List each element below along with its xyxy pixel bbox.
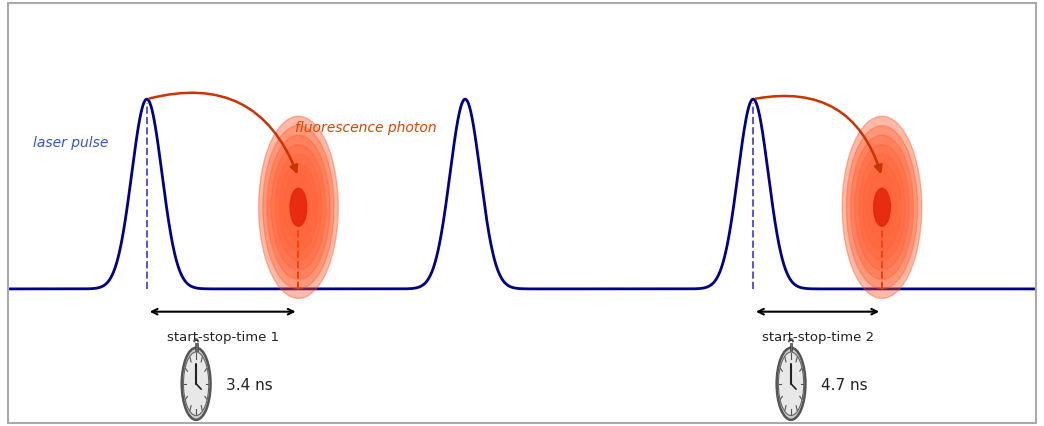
Text: 4.7 ns: 4.7 ns: [822, 378, 868, 393]
FancyArrowPatch shape: [149, 93, 298, 172]
Text: laser pulse: laser pulse: [33, 136, 109, 150]
Text: 3.4 ns: 3.4 ns: [227, 378, 274, 393]
Ellipse shape: [271, 145, 326, 270]
Ellipse shape: [843, 116, 922, 298]
Ellipse shape: [290, 188, 307, 226]
Ellipse shape: [267, 135, 330, 279]
Ellipse shape: [851, 135, 914, 279]
Ellipse shape: [855, 145, 909, 270]
Bar: [789, 343, 792, 351]
FancyArrowPatch shape: [756, 96, 881, 172]
Ellipse shape: [859, 154, 905, 260]
Text: start-stop-time 1: start-stop-time 1: [167, 331, 279, 344]
Ellipse shape: [259, 116, 338, 298]
Ellipse shape: [868, 173, 897, 242]
Text: fluorescence photon: fluorescence photon: [294, 121, 436, 135]
Ellipse shape: [847, 126, 918, 289]
Circle shape: [779, 352, 804, 415]
Circle shape: [777, 348, 805, 420]
Ellipse shape: [280, 164, 317, 251]
Bar: [194, 343, 197, 351]
Text: start-stop-time 2: start-stop-time 2: [761, 331, 874, 344]
Ellipse shape: [284, 173, 313, 242]
Circle shape: [184, 352, 209, 415]
Ellipse shape: [863, 164, 901, 251]
Circle shape: [182, 348, 211, 420]
Ellipse shape: [263, 126, 334, 289]
Ellipse shape: [276, 154, 322, 260]
Ellipse shape: [874, 188, 891, 226]
